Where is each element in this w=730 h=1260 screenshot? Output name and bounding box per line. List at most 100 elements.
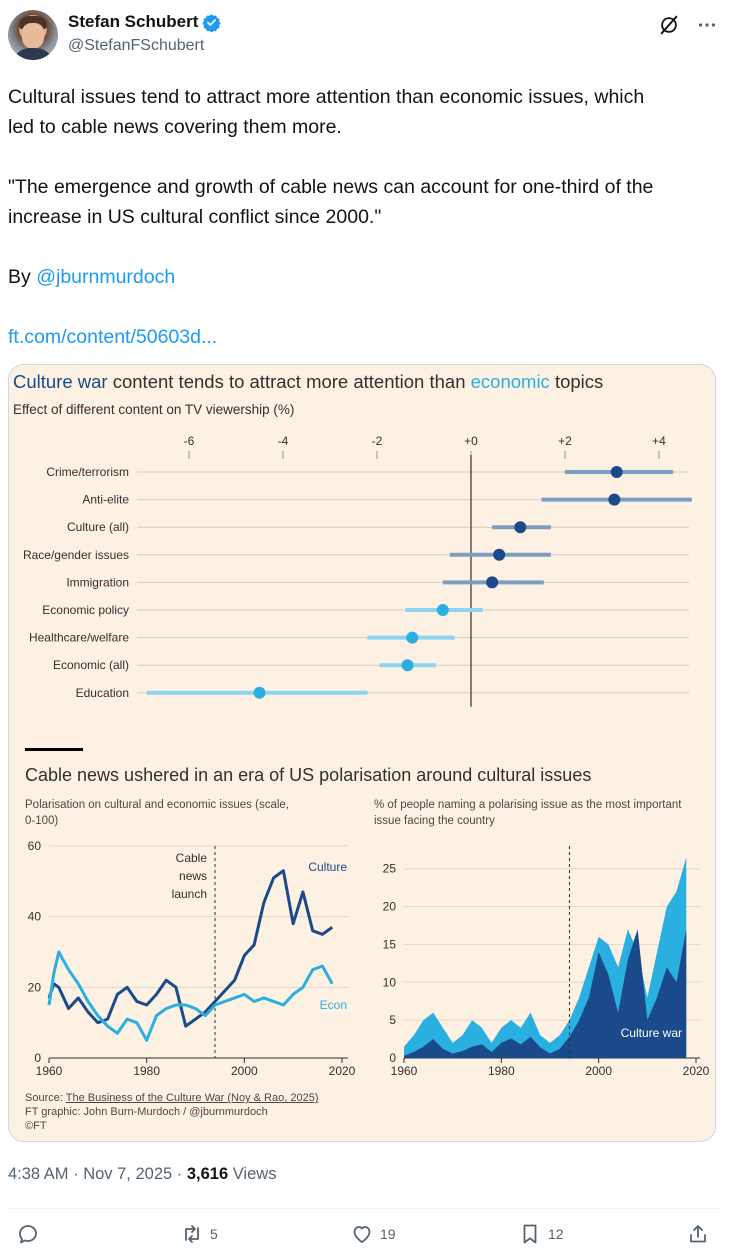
- tweet-line: led to cable news covering them more.: [8, 116, 342, 138]
- culture-war-label: Culture war: [621, 1026, 682, 1040]
- name-row: Stefan Schubert: [68, 12, 222, 32]
- action-bar: 5 19 12: [8, 1222, 722, 1254]
- bookmark-count: 12: [548, 1226, 564, 1242]
- estimate-dot: [610, 466, 623, 478]
- bookmark-button[interactable]: 12: [518, 1222, 564, 1246]
- article-link[interactable]: ft.com/content/50603d...: [8, 326, 218, 348]
- x-tick-label: 1960: [391, 1064, 418, 1078]
- y-tick-label: 25: [383, 862, 397, 876]
- estimate-dot: [514, 521, 527, 534]
- estimate-dot: [253, 686, 266, 699]
- tweet-timestamp[interactable]: 4:38 AM · Nov 7, 2025 ·: [8, 1165, 187, 1183]
- share-button[interactable]: [686, 1222, 710, 1246]
- series-line-econ: [47, 950, 334, 1042]
- tweet-line: Cultural issues tend to attract more att…: [8, 86, 645, 108]
- area-chart-title: % of people naming a polarising issue as…: [374, 799, 682, 827]
- bookmark-icon: [523, 1224, 537, 1244]
- graphic-credit: FT graphic: John Burn-Murdoch / @jburnmu…: [25, 1106, 268, 1118]
- x-tick-label: 2000: [231, 1064, 258, 1078]
- estimate-dot: [486, 576, 499, 589]
- display-name[interactable]: Stefan Schubert: [68, 12, 199, 31]
- author-handle[interactable]: @StefanFSchubert: [68, 37, 205, 54]
- category-label: Immigration: [66, 575, 129, 589]
- y-tick-label: 40: [28, 910, 42, 924]
- annotation-label: Cable: [176, 851, 208, 865]
- tweet-line: increase in US cultural conflict since 2…: [8, 206, 382, 228]
- y-tick-label: 0: [34, 1051, 41, 1065]
- line-chart-title: Polarisation on cultural and economic is…: [25, 799, 289, 827]
- estimate-dot: [406, 631, 419, 644]
- repost-count: 5: [210, 1226, 218, 1242]
- repost-icon: [185, 1225, 199, 1243]
- tweet-text: Cultural issues tend to attract more att…: [8, 82, 722, 352]
- estimate-dot: [493, 548, 506, 561]
- category-label: Race/gender issues: [23, 548, 129, 562]
- title-culture-war: Culture war: [13, 371, 108, 392]
- y-tick-label: 60: [28, 839, 42, 853]
- area-culture-war: [404, 929, 687, 1058]
- grok-icon[interactable]: [658, 14, 680, 36]
- x-tick-label: +0: [464, 434, 478, 448]
- y-tick-label: 10: [383, 975, 397, 989]
- source-notes: Source: The Business of the Culture War …: [25, 1091, 319, 1133]
- series-line-culture: [47, 869, 334, 1028]
- source-link[interactable]: The Business of the Culture War (Noy & R…: [65, 1092, 319, 1104]
- y-tick-label: 20: [383, 900, 397, 914]
- x-tick-label: +2: [558, 434, 572, 448]
- source-prefix: Source:: [25, 1092, 66, 1104]
- econ-legend-label: Econ: [320, 998, 347, 1012]
- verified-badge-icon: [202, 13, 222, 32]
- by-prefix: By: [8, 266, 37, 288]
- mention-link[interactable]: @jburnmurdoch: [36, 266, 176, 288]
- section-rule: [25, 748, 83, 751]
- tweet-line: "The emergence and growth of cable news …: [8, 176, 654, 198]
- title-end: topics: [549, 371, 604, 392]
- title-middle: content tends to attract more attention …: [107, 371, 471, 392]
- x-tick-label: -6: [184, 434, 195, 448]
- x-tick-label: 2020: [683, 1064, 710, 1078]
- chart-image[interactable]: Culture war content tends to attract mor…: [8, 364, 716, 1142]
- tweet-meta: 4:38 AM · Nov 7, 2025 · 3,616 Views: [8, 1165, 276, 1184]
- category-label: Economic (all): [53, 658, 129, 672]
- category-label: Crime/terrorism: [46, 465, 129, 479]
- line-chart: Polarisation on cultural and economic is…: [25, 799, 356, 1078]
- more-options-icon[interactable]: [696, 14, 718, 36]
- divider: [8, 1208, 722, 1209]
- category-label: Healthcare/welfare: [29, 631, 129, 645]
- x-tick-label: 2000: [585, 1064, 612, 1078]
- category-label: Culture (all): [67, 520, 129, 534]
- title-economic: economic: [470, 371, 550, 392]
- dot-range-chart: -6 -4 -2 +0 +2 +4 Crime/terrorism Anti-elite Cul…: [23, 434, 692, 707]
- x-tick-label: -2: [372, 434, 383, 448]
- ft-copyright: ©FT: [25, 1120, 47, 1132]
- area-chart: % of people naming a polarising issue as…: [374, 799, 710, 1078]
- estimate-dot: [401, 659, 414, 672]
- avatar[interactable]: [8, 10, 58, 60]
- estimate-dot: [436, 604, 449, 616]
- x-tick-label: 1980: [133, 1064, 160, 1078]
- x-tick-label: 1960: [36, 1064, 63, 1078]
- tweet-header: Stefan Schubert @StefanFSchubert: [8, 10, 722, 62]
- category-label: Education: [76, 686, 129, 700]
- repost-button[interactable]: 5: [180, 1222, 218, 1246]
- category-label: Economic policy: [42, 603, 129, 617]
- x-tick-label: 2020: [329, 1064, 356, 1078]
- x-tick-label: 1980: [488, 1064, 515, 1078]
- by-line: By @jburnmurdoch: [8, 262, 722, 292]
- views-count: 3,616: [186, 1165, 229, 1183]
- like-count: 19: [380, 1226, 396, 1242]
- category-label: Anti-elite: [82, 493, 129, 507]
- y-tick-label: 0: [389, 1051, 396, 1065]
- estimate-dot: [608, 493, 621, 506]
- x-tick-label: -4: [278, 434, 289, 448]
- like-button[interactable]: 19: [350, 1222, 396, 1246]
- y-tick-label: 20: [28, 980, 42, 994]
- views-label: Views: [228, 1165, 277, 1183]
- culture-legend-label: Culture: [308, 860, 347, 874]
- reply-button[interactable]: [16, 1222, 40, 1246]
- section-title: Cable news ushered in an era of US polar…: [25, 765, 592, 785]
- y-tick-label: 15: [383, 937, 397, 951]
- y-tick-label: 5: [389, 1013, 396, 1027]
- annotation-label: news: [179, 869, 207, 883]
- x-tick-label: +4: [652, 434, 666, 448]
